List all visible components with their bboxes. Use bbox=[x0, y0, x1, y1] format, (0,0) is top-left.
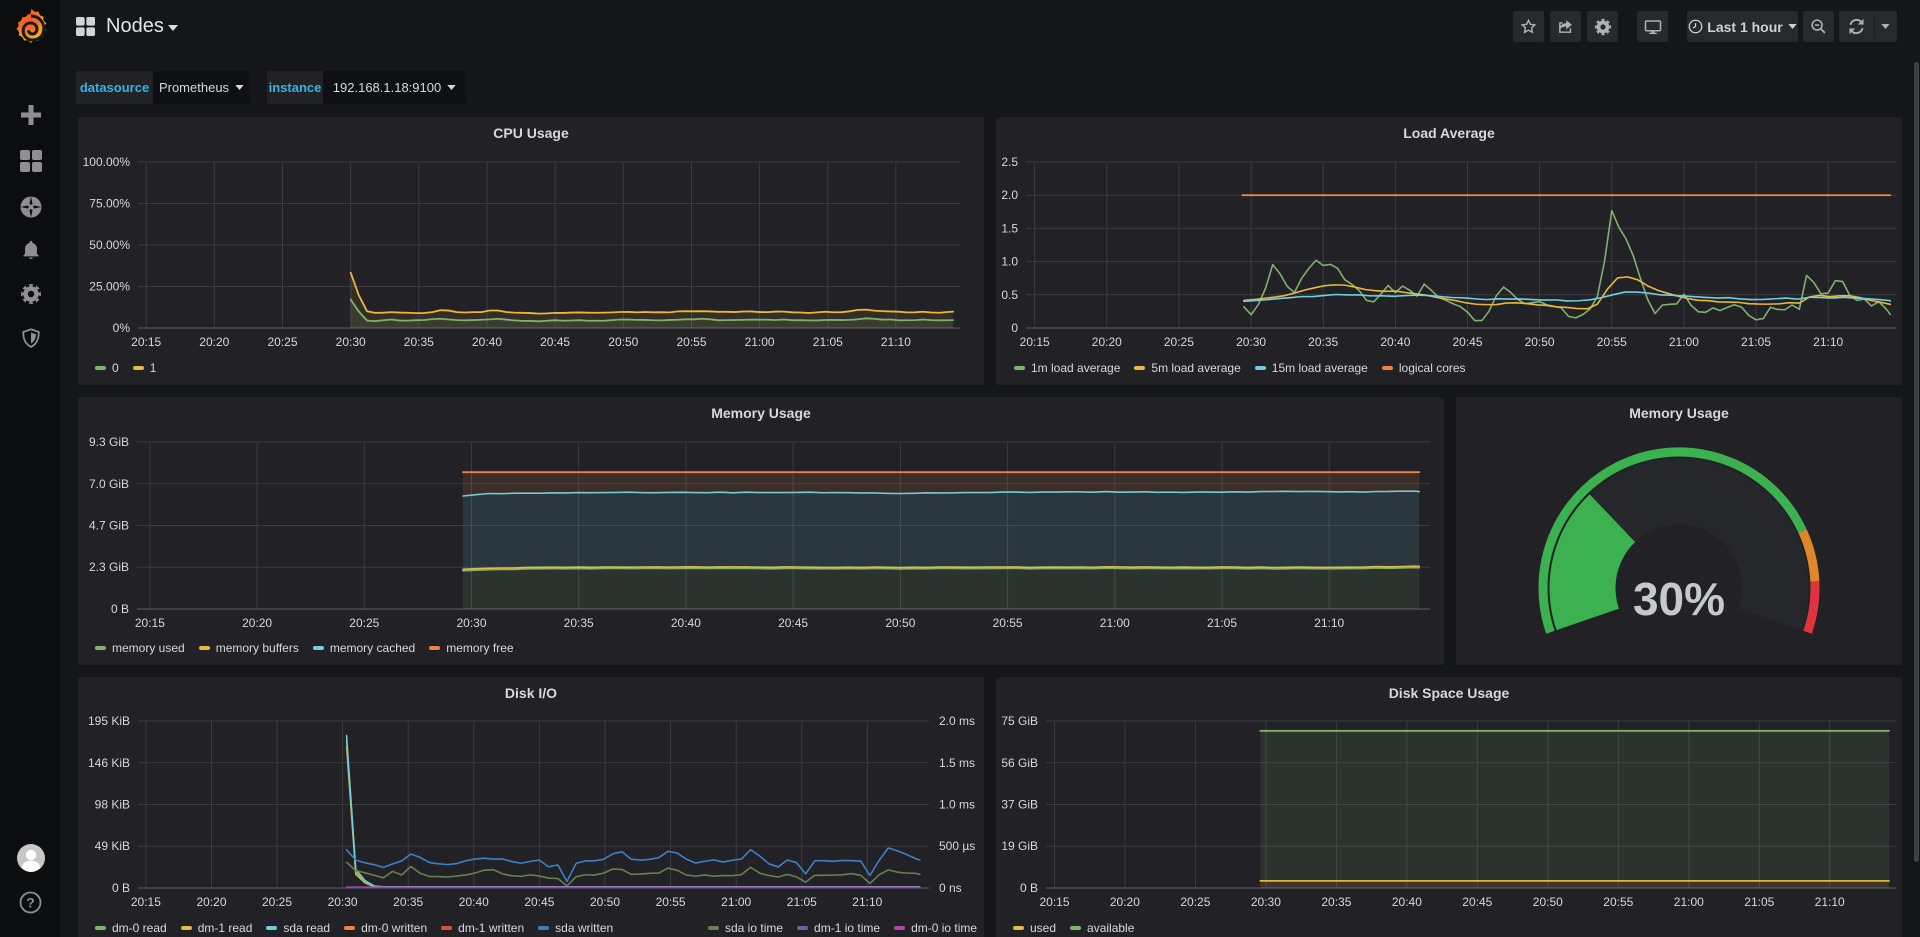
svg-text:20:30: 20:30 bbox=[1251, 895, 1281, 909]
svg-text:2.5: 2.5 bbox=[1001, 155, 1018, 169]
svg-text:?: ? bbox=[26, 895, 35, 911]
svg-text:21:10: 21:10 bbox=[1314, 616, 1344, 630]
svg-text:20:40: 20:40 bbox=[1392, 895, 1422, 909]
svg-text:75 GiB: 75 GiB bbox=[1001, 714, 1038, 728]
svg-text:0: 0 bbox=[1011, 321, 1018, 335]
svg-text:20:45: 20:45 bbox=[1452, 335, 1482, 349]
svg-text:21:00: 21:00 bbox=[1100, 616, 1130, 630]
svg-text:21:00: 21:00 bbox=[721, 895, 751, 909]
svg-text:20:55: 20:55 bbox=[656, 895, 686, 909]
svg-text:20:25: 20:25 bbox=[1164, 335, 1194, 349]
svg-text:21:00: 21:00 bbox=[1674, 895, 1704, 909]
svg-text:20:15: 20:15 bbox=[131, 335, 161, 349]
svg-text:20:40: 20:40 bbox=[671, 616, 701, 630]
svg-text:20:50: 20:50 bbox=[608, 335, 638, 349]
svg-text:9.3 GiB: 9.3 GiB bbox=[89, 435, 129, 449]
svg-text:2.0 ms: 2.0 ms bbox=[939, 714, 975, 728]
svg-text:0%: 0% bbox=[113, 321, 131, 335]
svg-text:56 GiB: 56 GiB bbox=[1001, 756, 1038, 770]
svg-text:146 KiB: 146 KiB bbox=[88, 756, 130, 770]
svg-text:100.00%: 100.00% bbox=[83, 155, 131, 169]
svg-text:20:55: 20:55 bbox=[993, 616, 1023, 630]
svg-text:0 B: 0 B bbox=[1020, 881, 1038, 895]
svg-text:30%: 30% bbox=[1633, 573, 1725, 625]
svg-text:21:05: 21:05 bbox=[1207, 616, 1237, 630]
svg-text:20:50: 20:50 bbox=[590, 895, 620, 909]
svg-text:20:50: 20:50 bbox=[1525, 335, 1555, 349]
svg-text:20:45: 20:45 bbox=[1462, 895, 1492, 909]
svg-text:49 KiB: 49 KiB bbox=[95, 839, 130, 853]
svg-text:20:40: 20:40 bbox=[472, 335, 502, 349]
svg-text:21:05: 21:05 bbox=[813, 335, 843, 349]
svg-text:75.00%: 75.00% bbox=[89, 197, 130, 211]
svg-text:20:20: 20:20 bbox=[1110, 895, 1140, 909]
svg-text:20:25: 20:25 bbox=[1180, 895, 1210, 909]
svg-text:20:20: 20:20 bbox=[196, 895, 226, 909]
svg-text:50.00%: 50.00% bbox=[89, 238, 130, 252]
svg-text:7.0 GiB: 7.0 GiB bbox=[89, 477, 129, 491]
svg-text:20:15: 20:15 bbox=[1039, 895, 1069, 909]
svg-text:20:45: 20:45 bbox=[778, 616, 808, 630]
svg-text:19 GiB: 19 GiB bbox=[1001, 839, 1038, 853]
svg-text:20:20: 20:20 bbox=[242, 616, 272, 630]
svg-text:2.0: 2.0 bbox=[1001, 188, 1018, 202]
svg-text:20:25: 20:25 bbox=[262, 895, 292, 909]
svg-text:1.5 ms: 1.5 ms bbox=[939, 756, 975, 770]
svg-text:195 KiB: 195 KiB bbox=[88, 714, 130, 728]
svg-text:20:35: 20:35 bbox=[1321, 895, 1351, 909]
svg-text:20:35: 20:35 bbox=[404, 335, 434, 349]
svg-text:0.5: 0.5 bbox=[1001, 288, 1018, 302]
svg-text:1.0 ms: 1.0 ms bbox=[939, 798, 975, 812]
svg-text:4.7 GiB: 4.7 GiB bbox=[89, 519, 129, 533]
svg-text:20:30: 20:30 bbox=[328, 895, 358, 909]
svg-text:25.00%: 25.00% bbox=[89, 280, 130, 294]
svg-text:20:30: 20:30 bbox=[456, 616, 486, 630]
svg-text:20:55: 20:55 bbox=[676, 335, 706, 349]
svg-text:20:20: 20:20 bbox=[1092, 335, 1122, 349]
svg-text:21:05: 21:05 bbox=[787, 895, 817, 909]
svg-text:20:15: 20:15 bbox=[131, 895, 161, 909]
svg-text:21:00: 21:00 bbox=[745, 335, 775, 349]
svg-text:0 B: 0 B bbox=[112, 881, 130, 895]
svg-text:20:45: 20:45 bbox=[540, 335, 570, 349]
svg-text:20:15: 20:15 bbox=[1020, 335, 1050, 349]
svg-text:500 µs: 500 µs bbox=[939, 839, 975, 853]
svg-text:20:15: 20:15 bbox=[135, 616, 165, 630]
svg-text:20:35: 20:35 bbox=[564, 616, 594, 630]
svg-text:21:10: 21:10 bbox=[1813, 335, 1843, 349]
svg-text:37 GiB: 37 GiB bbox=[1001, 798, 1038, 812]
svg-text:21:10: 21:10 bbox=[1815, 895, 1845, 909]
svg-text:98 KiB: 98 KiB bbox=[95, 798, 130, 812]
svg-text:20:25: 20:25 bbox=[267, 335, 297, 349]
svg-text:20:45: 20:45 bbox=[524, 895, 554, 909]
svg-text:0 ns: 0 ns bbox=[939, 881, 962, 895]
svg-text:2.3 GiB: 2.3 GiB bbox=[89, 560, 129, 574]
svg-text:20:25: 20:25 bbox=[349, 616, 379, 630]
svg-text:21:05: 21:05 bbox=[1744, 895, 1774, 909]
svg-text:20:40: 20:40 bbox=[1380, 335, 1410, 349]
svg-text:1.5: 1.5 bbox=[1001, 221, 1018, 235]
svg-text:20:55: 20:55 bbox=[1597, 335, 1627, 349]
svg-text:21:10: 21:10 bbox=[852, 895, 882, 909]
svg-text:20:30: 20:30 bbox=[1236, 335, 1266, 349]
svg-text:20:35: 20:35 bbox=[393, 895, 423, 909]
svg-text:20:50: 20:50 bbox=[885, 616, 915, 630]
svg-text:21:10: 21:10 bbox=[881, 335, 911, 349]
svg-text:20:30: 20:30 bbox=[336, 335, 366, 349]
svg-text:20:35: 20:35 bbox=[1308, 335, 1338, 349]
svg-text:21:00: 21:00 bbox=[1669, 335, 1699, 349]
svg-text:0 B: 0 B bbox=[111, 602, 129, 616]
svg-text:1.0: 1.0 bbox=[1001, 255, 1018, 269]
svg-text:21:05: 21:05 bbox=[1741, 335, 1771, 349]
svg-text:20:20: 20:20 bbox=[199, 335, 229, 349]
svg-text:20:40: 20:40 bbox=[459, 895, 489, 909]
svg-text:20:50: 20:50 bbox=[1533, 895, 1563, 909]
svg-text:20:55: 20:55 bbox=[1603, 895, 1633, 909]
